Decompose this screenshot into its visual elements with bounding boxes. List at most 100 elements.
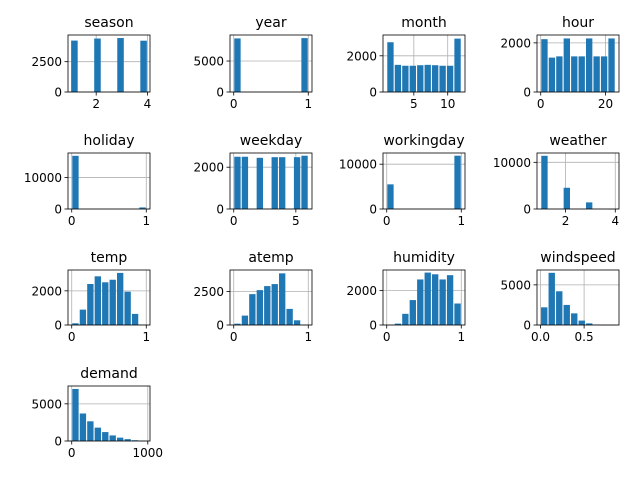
x-tick-label: 10 (440, 97, 455, 111)
histogram-bar (578, 320, 585, 325)
histogram-bar (109, 279, 116, 325)
histogram-bar (394, 64, 402, 92)
histogram-bar (79, 309, 87, 325)
histogram-bar (454, 155, 461, 209)
histogram-bar (424, 64, 431, 92)
histogram-bar (249, 294, 256, 325)
histogram-bar (571, 56, 578, 92)
y-tick-label: 2000 (500, 36, 531, 50)
y-tick-label: 0 (216, 319, 224, 333)
x-tick-label: 0 (68, 330, 76, 344)
x-tick-label: 0 (383, 330, 391, 344)
y-tick-label: 0 (216, 86, 224, 100)
y-tick-label: 0 (369, 203, 377, 217)
subplot-demand: 0 1000 0 5000 demand (31, 366, 163, 460)
histogram-bar (87, 421, 94, 441)
y-tick-label: 0 (369, 319, 377, 333)
x-tick-label: 20 (598, 97, 613, 111)
y-tick-label: 0 (369, 86, 377, 100)
subplot-windspeed: 0.0 0.5 0 5000 windspeed (500, 250, 620, 344)
histogram-bar (139, 207, 146, 209)
histogram-bar (586, 323, 593, 325)
axes-frame (382, 152, 466, 210)
histogram-bar (256, 157, 263, 209)
histogram-bar (439, 65, 446, 92)
y-tick-label: 0 (54, 203, 62, 217)
x-tick-label: 0 (230, 330, 238, 344)
y-tick-label: 0 (54, 435, 62, 449)
histogram-bar (571, 313, 578, 325)
histogram-bar (563, 38, 570, 92)
histogram-bar (394, 323, 402, 325)
y-tick-label: 5000 (500, 278, 531, 292)
y-tick-label: 0 (216, 203, 224, 217)
histogram-bar (409, 300, 416, 325)
histogram-bar (417, 65, 424, 92)
histogram-bar (608, 38, 615, 92)
histogram-bar (71, 40, 78, 92)
subplot-temp: 0 1 0 2000 temp (31, 250, 151, 344)
x-tick-label: 2 (562, 214, 570, 228)
y-tick-label: 2000 (346, 284, 377, 298)
x-tick-label: 1 (142, 330, 150, 344)
axes-frame (382, 34, 466, 93)
histogram-bar (94, 427, 101, 441)
histogram-bar (387, 42, 394, 92)
axes-frame (67, 385, 151, 442)
histogram-bar (301, 38, 308, 92)
subplot-year: 0 1 0 5000 year (193, 15, 313, 111)
histogram-bar (102, 282, 109, 325)
histogram-bar (301, 155, 308, 209)
histogram-bar (72, 323, 79, 325)
axes-frame (536, 269, 620, 326)
axes-frame (382, 269, 466, 326)
x-tick-label: 0 (68, 214, 76, 228)
x-tick-label: 0 (383, 214, 391, 228)
histogram-bar (117, 38, 124, 92)
histogram-bar (124, 291, 131, 325)
subplot-title: windspeed (540, 250, 615, 266)
histogram-bar (72, 155, 79, 209)
histogram-bar (586, 202, 593, 209)
histogram-bar (586, 38, 593, 92)
subplot-title: holiday (84, 133, 135, 149)
histogram-bar (556, 56, 563, 92)
subplot-title: weekday (240, 133, 303, 149)
axes-frame (229, 269, 313, 326)
subplot-title: demand (80, 366, 137, 382)
subplot-title: atemp (248, 250, 293, 266)
histogram-bar (541, 39, 548, 92)
histogram-bar (264, 286, 271, 325)
subplot-weather: 2 4 0 10000 weather (493, 133, 620, 228)
axes-frame (229, 34, 313, 93)
histogram-bar (563, 304, 570, 325)
x-tick-label: 1000 (133, 446, 164, 460)
histogram-bar (454, 303, 461, 325)
y-tick-label: 0 (523, 319, 531, 333)
histogram-bar (117, 272, 124, 325)
histogram-bar (124, 439, 131, 441)
y-tick-label: 2000 (193, 161, 224, 175)
y-tick-label: 2500 (31, 55, 62, 69)
y-tick-label: 2500 (193, 285, 224, 299)
axes-frame (67, 152, 151, 210)
histogram-bar (563, 187, 570, 209)
histogram-bar (600, 56, 608, 92)
histogram-bar (72, 388, 79, 441)
histogram-bar (446, 65, 454, 92)
x-tick-label: 0 (230, 97, 238, 111)
y-tick-label: 0 (54, 86, 62, 100)
x-tick-label: 1 (304, 330, 312, 344)
histogram-bar (79, 413, 87, 441)
subplot-title: season (84, 15, 133, 31)
x-tick-label: 0.0 (531, 330, 550, 344)
histogram-bar (446, 275, 454, 325)
histogram-bar (593, 56, 600, 92)
x-tick-label: 1 (457, 330, 465, 344)
histogram-bar (87, 284, 94, 325)
histogram-bar (102, 432, 109, 441)
histogram-bar (402, 313, 409, 325)
subplot-title: month (401, 15, 446, 31)
y-tick-label: 10000 (339, 158, 377, 172)
y-tick-label: 0 (523, 203, 531, 217)
